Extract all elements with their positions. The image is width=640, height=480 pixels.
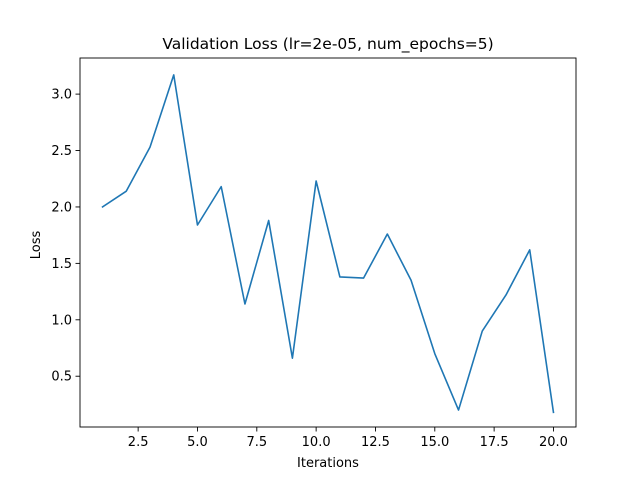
series-line [101,74,555,414]
y-axis-label: Loss [29,231,44,260]
y-tick-label: 2.5 [51,144,72,159]
x-axis-label: Iterations [297,456,359,471]
plot-area: 2.5 5.0 7.5 10.0 12.5 15.0 17.5 20.0 0.5 1.0 1.5 2.… [51,57,577,450]
x-tick-label: 20.0 [539,435,568,450]
axes-frame [79,57,577,428]
x-tick-label: 5.0 [187,435,208,450]
x-tick-label: 15.0 [420,435,449,450]
y-tick-label: 0.5 [51,370,72,385]
y-tick-label: 1.0 [51,313,72,328]
x-tick-label: 2.5 [128,435,149,450]
y-tick-label: 2.0 [51,200,72,215]
y-tick-label: 3.0 [51,88,72,103]
x-tick-label: 10.0 [302,435,331,450]
y-tick-label: 1.5 [51,257,72,272]
x-tick-label: 12.5 [361,435,390,450]
x-tick-label: 17.5 [480,435,509,450]
chart-title: Validation Loss (lr=2e-05, num_epochs=5) [162,35,493,54]
x-tick-label: 7.5 [246,435,267,450]
